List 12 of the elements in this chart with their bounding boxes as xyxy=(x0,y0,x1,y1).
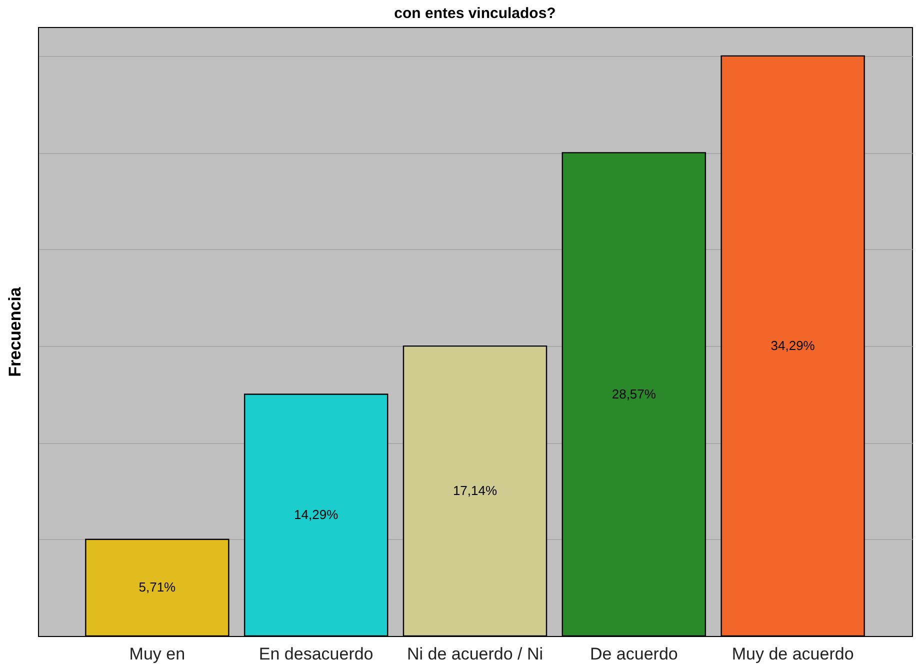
data-label: 14,29% xyxy=(294,507,339,522)
data-label: 34,29% xyxy=(770,338,816,353)
x-tick-label: Muy de acuerdo xyxy=(732,644,854,664)
x-tick-label: De acuerdo xyxy=(590,644,678,664)
chart-title: con entes vinculados? xyxy=(394,5,556,22)
y-axis-title: Frecuencia xyxy=(6,286,24,377)
data-label: 5,71% xyxy=(138,580,176,595)
x-tick-label: En desacuerdo xyxy=(258,644,374,664)
data-label: 17,14% xyxy=(452,483,498,498)
data-label: 28,57% xyxy=(612,386,656,402)
x-tick-label: Ni de acuerdo / Ni xyxy=(406,644,544,664)
x-tick-label: Muy en xyxy=(129,644,186,664)
